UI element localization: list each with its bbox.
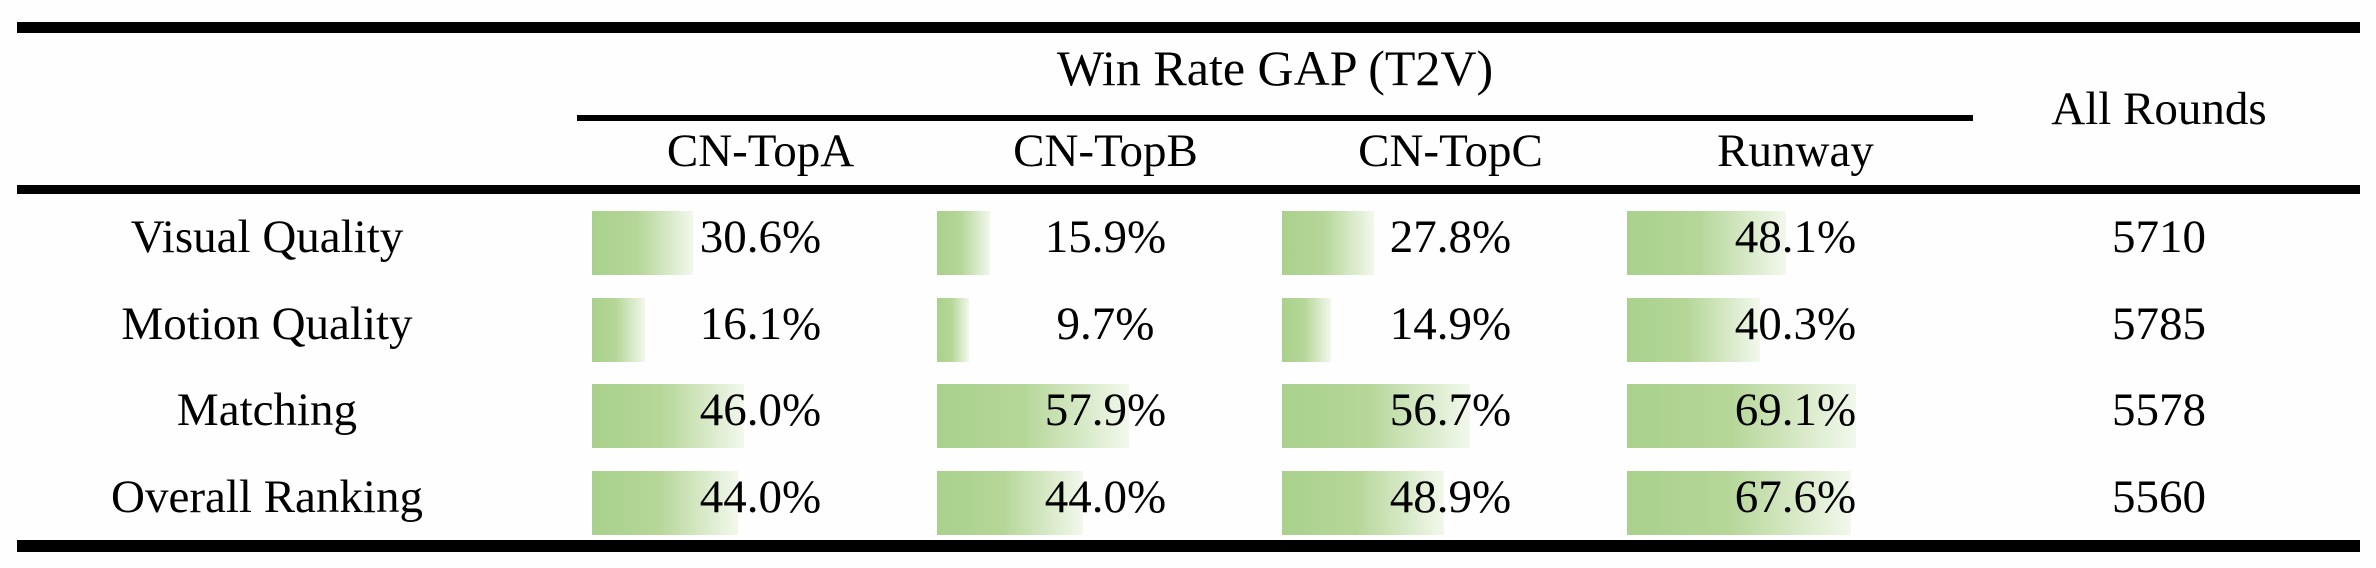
- win-rate-cell: 56.7%: [1278, 367, 1623, 453]
- win-rate-bar: [937, 471, 1083, 535]
- row-label: Overall Ranking: [111, 471, 423, 523]
- win-rate-cell: 67.6%: [1623, 454, 1968, 540]
- win-rate-bar: [1282, 211, 1375, 275]
- win-rate-value: 46.0%: [699, 384, 822, 436]
- win-rate-bar: [1282, 384, 1470, 448]
- table-title: Win Rate GAP (T2V): [1056, 40, 1494, 96]
- win-rate-cell: 46.0%: [588, 367, 933, 453]
- win-rate-cell: 40.3%: [1623, 281, 1968, 367]
- win-rate-bar: [937, 298, 970, 362]
- win-rate-value: 56.7%: [1389, 384, 1512, 436]
- top-rule: [17, 22, 2360, 33]
- win-rate-value: 67.6%: [1734, 471, 1857, 523]
- win-rate-bar: [1627, 211, 1787, 275]
- column-header-runway: Runway: [1717, 125, 1874, 177]
- win-rate-bar: [592, 384, 745, 448]
- row-label: Visual Quality: [130, 211, 404, 263]
- row-label: Motion Quality: [121, 298, 413, 350]
- win-rate-bar: [1627, 298, 1761, 362]
- win-rate-value: 27.8%: [1389, 211, 1512, 263]
- win-rate-cell: 9.7%: [933, 281, 1278, 367]
- win-rate-value: 48.9%: [1389, 471, 1512, 523]
- win-rate-cell: 48.1%: [1623, 194, 1968, 280]
- header-rule: [17, 185, 2360, 194]
- win-rate-bar: [592, 298, 646, 362]
- win-rate-value: 14.9%: [1389, 298, 1512, 350]
- win-rate-value: 44.0%: [699, 471, 822, 523]
- win-rate-cell: 27.8%: [1278, 194, 1623, 280]
- column-header-cn-topb: CN-TopB: [1013, 125, 1198, 177]
- win-rate-cell: 57.9%: [933, 367, 1278, 453]
- win-rate-bar: [1282, 298, 1332, 362]
- column-header-cn-topa: CN-TopA: [666, 125, 855, 177]
- table-row-visual-quality: Visual Quality 30.6% 15.9% 27.8% 48.1% 5…: [0, 194, 2376, 280]
- table-row-motion-quality: Motion Quality 16.1% 9.7% 14.9% 40.3% 57…: [0, 281, 2376, 367]
- win-rate-value: 30.6%: [699, 211, 822, 263]
- bottom-rule: [17, 540, 2360, 552]
- win-rate-cell: 44.0%: [933, 454, 1278, 540]
- all-rounds-value: 5710: [2112, 211, 2206, 263]
- row-label: Matching: [176, 384, 358, 436]
- table-row-matching: Matching 46.0% 57.9% 56.7% 69.1% 5578: [0, 367, 2376, 453]
- win-rate-cell: 30.6%: [588, 194, 933, 280]
- cmid-rule: [577, 115, 1973, 121]
- win-rate-cell: 15.9%: [933, 194, 1278, 280]
- win-rate-cell: 48.9%: [1278, 454, 1623, 540]
- win-rate-cell: 44.0%: [588, 454, 933, 540]
- win-rate-value: 16.1%: [699, 298, 822, 350]
- win-rate-bar: [937, 384, 1129, 448]
- win-rate-value: 48.1%: [1734, 211, 1857, 263]
- win-rate-value: 69.1%: [1734, 384, 1857, 436]
- win-rate-bar: [1627, 384, 1856, 448]
- win-rate-bar: [592, 471, 738, 535]
- all-rounds-value: 5785: [2112, 298, 2206, 350]
- all-rounds-value: 5560: [2112, 471, 2206, 523]
- win-rate-value: 57.9%: [1044, 384, 1167, 436]
- win-rate-bar: [592, 211, 694, 275]
- win-rate-cell: 69.1%: [1623, 367, 1968, 453]
- win-rate-value: 9.7%: [1056, 298, 1155, 350]
- win-rate-value: 15.9%: [1044, 211, 1167, 263]
- table-row-overall-ranking: Overall Ranking 44.0% 44.0% 48.9% 67.6% …: [0, 454, 2376, 540]
- win-rate-bar: [937, 211, 990, 275]
- all-rounds-value: 5578: [2112, 384, 2206, 436]
- win-rate-cell: 16.1%: [588, 281, 933, 367]
- win-rate-bar: [1282, 471, 1444, 535]
- win-rate-value: 40.3%: [1734, 298, 1857, 350]
- win-rate-bar: [1627, 471, 1851, 535]
- win-rate-value: 44.0%: [1044, 471, 1167, 523]
- win-rate-cell: 14.9%: [1278, 281, 1623, 367]
- all-rounds-header: All Rounds: [2051, 83, 2267, 135]
- column-header-cn-topc: CN-TopC: [1358, 125, 1543, 177]
